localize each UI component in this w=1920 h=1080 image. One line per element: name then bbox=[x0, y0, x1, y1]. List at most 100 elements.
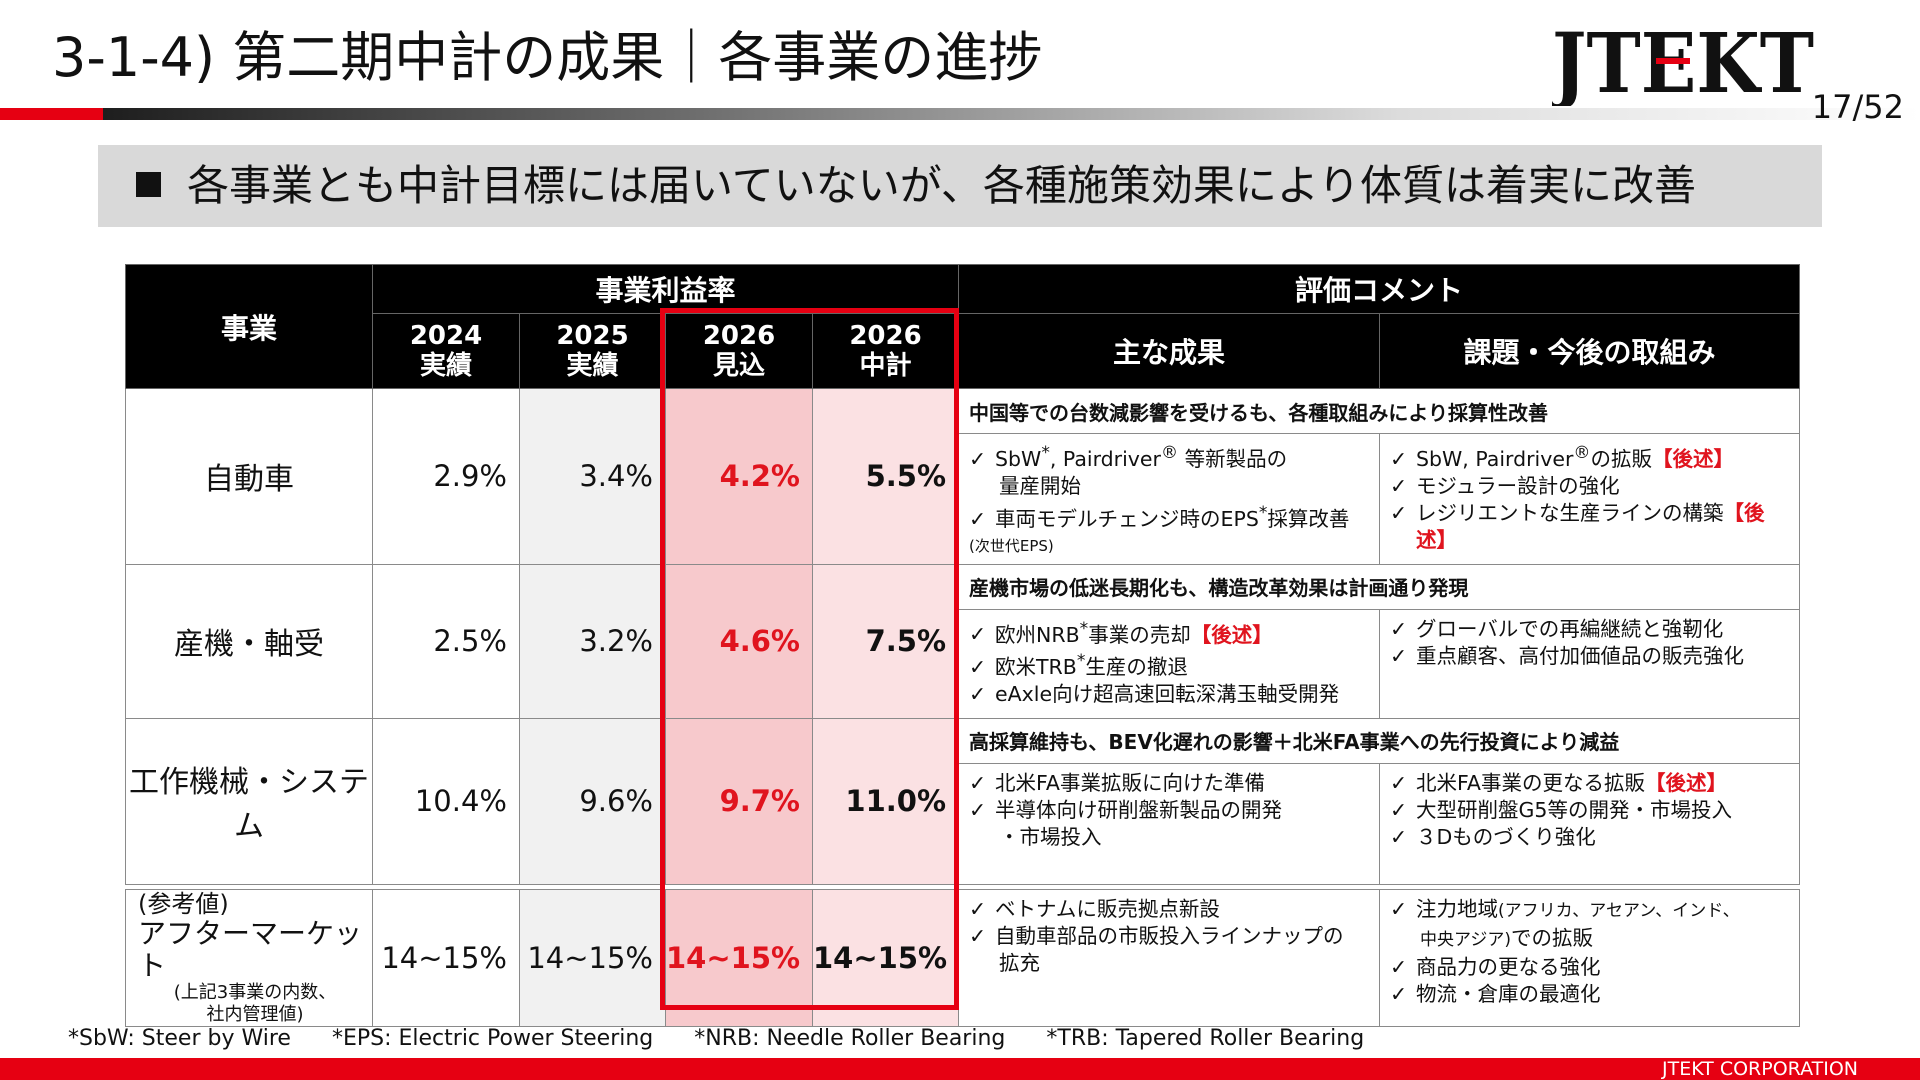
list-item: ✓ 大型研削盤G5等の開発・市場投入 bbox=[1390, 797, 1732, 822]
list-item: ✓ 北米FA事業拡販に向けた準備 bbox=[969, 770, 1265, 795]
list-item: ✓ SbW, Pairdriver®の拡販【後述】 bbox=[1390, 443, 1734, 471]
list-item: ✓ SbW*, Pairdriver® 等新製品の bbox=[969, 443, 1288, 471]
row-aftermarket-name: (参考値) アフターマーケット (上記3事業の内数、 社内管理値) bbox=[125, 889, 373, 1027]
check-icon: ✓ bbox=[1390, 643, 1408, 668]
list-item: ✓ モジュラー設計の強化 bbox=[1390, 473, 1620, 498]
list-item: ✓ 注力地域(アフリカ、アセアン、インド、 bbox=[1390, 897, 1740, 921]
value-cell-plan: 7.5% bbox=[811, 563, 960, 719]
header-achievements: 主な成果 bbox=[958, 313, 1381, 389]
jtekt-logo: JTEKT bbox=[1552, 20, 1814, 106]
value-cell: 9.6% bbox=[519, 717, 666, 885]
footnote-sbw: *SbW: Steer by Wire bbox=[68, 1026, 291, 1051]
list-item: ✓ 物流・倉庫の最適化 bbox=[1390, 982, 1601, 1006]
issues-cell: ✓ グローバルでの再編継続と強靭化 ✓ 重点顧客、高付加価値品の販売強化 bbox=[1379, 608, 1801, 719]
key-message-text: 各事業とも中計目標には届いていないが、各種施策効果により体質は着実に改善 bbox=[187, 161, 1697, 210]
check-icon: ✓ bbox=[969, 924, 987, 948]
header-year-2024: 2024 実績 bbox=[372, 313, 520, 389]
achievements-cell: ✓ 北米FA事業拡販に向けた準備 ✓ 半導体向け研削盤新製品の開発 ・市場投入 bbox=[958, 762, 1381, 885]
value-cell: 3.2% bbox=[519, 563, 666, 719]
list-item-continuation: 拡充 bbox=[999, 951, 1040, 975]
check-icon: ✓ bbox=[969, 446, 987, 471]
list-item: ✓ レジリエントな生産ラインの構築【後述】 bbox=[1390, 500, 1765, 552]
header-evaluation: 評価コメント bbox=[958, 264, 1801, 314]
check-icon: ✓ bbox=[1390, 446, 1408, 471]
value-cell: 2.5% bbox=[372, 563, 520, 719]
achievements-cell: ✓ ベトナムに販売拠点新設 ✓ 自動車部品の市販投入ラインナップの 拡充 bbox=[958, 889, 1380, 1027]
list-item: ✓ 商品力の更なる強化 bbox=[1390, 955, 1601, 979]
value-cell: 14~15% bbox=[372, 889, 520, 1027]
list-item: ✓ グローバルでの再編継続と強靭化 bbox=[1390, 616, 1724, 641]
business-progress-table: 事業 事業利益率 評価コメント 2024 実績 2025 実績 2026 見込 202… bbox=[125, 264, 1801, 885]
check-icon: ✓ bbox=[1390, 473, 1408, 498]
check-icon: ✓ bbox=[1390, 824, 1408, 849]
check-icon: ✓ bbox=[1390, 616, 1408, 641]
check-icon: ✓ bbox=[969, 797, 987, 822]
header-year-2025: 2025 実績 bbox=[519, 313, 666, 389]
value-cell-plan: 5.5% bbox=[811, 388, 960, 565]
footer-company: JTEKT CORPORATION bbox=[1661, 1058, 1858, 1080]
list-item: ✓ 重点顧客、高付加価値品の販売強化 bbox=[1390, 643, 1745, 668]
row-machine-tools-name: 工作機械・システム bbox=[125, 717, 373, 885]
header-year-2026-forecast: 2026 見込 bbox=[665, 313, 813, 389]
row-summary: 中国等での台数減影響を受けるも、各種取組みにより採算性改善 bbox=[958, 388, 1801, 434]
header-business: 事業 bbox=[125, 264, 373, 389]
header-year-2026-plan: 2026 中計 bbox=[811, 313, 960, 389]
fy2026-highlight-frame bbox=[660, 308, 959, 1010]
check-icon: ✓ bbox=[969, 770, 987, 795]
aftermarket-reference-table: (参考値) アフターマーケット (上記3事業の内数、 社内管理値) 14~15%… bbox=[125, 889, 1800, 1027]
issues-cell: ✓ 注力地域(アフリカ、アセアン、インド、 中央アジア)での拡販 ✓ 商品力の更なる… bbox=[1379, 889, 1800, 1027]
check-icon: ✓ bbox=[1390, 797, 1408, 822]
issues-cell: ✓ SbW, Pairdriver®の拡販【後述】 ✓ モジュラー設計の強化 ✓ レジ… bbox=[1379, 433, 1801, 565]
footnote-trb: *TRB: Tapered Roller Bearing bbox=[1046, 1026, 1365, 1051]
check-icon: ✓ bbox=[1390, 500, 1408, 525]
check-icon: ✓ bbox=[969, 622, 987, 647]
footer-bar: JTEKT CORPORATION bbox=[0, 1058, 1920, 1080]
value-cell: 10.4% bbox=[372, 717, 520, 885]
list-item: ✓ 欧州NRB*事業の売却【後述】 bbox=[969, 618, 1273, 647]
value-cell: 14~15% bbox=[519, 889, 666, 1027]
value-cell-plan: 11.0% bbox=[811, 717, 960, 885]
list-item-note: (次世代EPS) bbox=[969, 536, 1054, 555]
check-icon: ✓ bbox=[1390, 955, 1408, 979]
list-item: ✓ eAxle向け超高速回転深溝玉軸受開発 bbox=[969, 682, 1340, 707]
list-item: ✓ 北米FA事業の更なる拡販【後述】 bbox=[1390, 770, 1727, 795]
value-cell: 3.4% bbox=[519, 388, 666, 565]
list-item: ✓ 自動車部品の市販投入ラインナップの bbox=[969, 924, 1344, 948]
header-profit-margin: 事業利益率 bbox=[371, 264, 960, 314]
check-icon: ✓ bbox=[1390, 770, 1408, 795]
list-item: ✓ 車両モデルチェンジ時のEPS*採算改善 bbox=[969, 502, 1350, 531]
title-underline bbox=[0, 108, 1920, 120]
achievements-cell: ✓ 欧州NRB*事業の売却【後述】 ✓ 欧米TRB*生産の撤退 ✓ eAxle向け超高… bbox=[958, 608, 1381, 719]
check-icon: ✓ bbox=[969, 897, 987, 921]
achievements-cell: ✓ SbW*, Pairdriver® 等新製品の 量産開始 ✓ 車両モデルチェンジ… bbox=[958, 433, 1381, 565]
footnotes: *SbW: Steer by Wire *EPS: Electric Power… bbox=[68, 1026, 1398, 1051]
check-icon: ✓ bbox=[1390, 897, 1408, 921]
footnote-eps: *EPS: Electric Power Steering bbox=[331, 1026, 654, 1051]
check-icon: ✓ bbox=[969, 655, 987, 680]
list-item: ✓ 半導体向け研削盤新製品の開発 bbox=[969, 797, 1283, 822]
value-cell-plan: 14~15% bbox=[812, 889, 959, 1027]
check-icon: ✓ bbox=[969, 682, 987, 707]
list-item: ✓ ベトナムに販売拠点新設 bbox=[969, 897, 1220, 921]
check-icon: ✓ bbox=[1390, 982, 1408, 1006]
list-item-continuation: 中央アジア)での拡販 bbox=[1420, 926, 1593, 950]
value-cell-forecast: 4.6% bbox=[665, 563, 813, 719]
value-cell: 2.9% bbox=[372, 388, 520, 565]
list-item-continuation: ・市場投入 bbox=[999, 824, 1102, 849]
row-summary: 産機市場の低迷長期化も、構造改革効果は計画通り発現 bbox=[958, 563, 1801, 610]
page-number: 17/52 bbox=[1811, 88, 1904, 126]
key-message-banner: 各事業とも中計目標には届いていないが、各種施策効果により体質は着実に改善 bbox=[98, 145, 1822, 227]
header-issues: 課題・今後の取組み bbox=[1379, 313, 1801, 389]
square-bullet-icon bbox=[136, 172, 161, 197]
check-icon: ✓ bbox=[969, 506, 987, 531]
list-item: ✓ ３Dものづくり強化 bbox=[1390, 824, 1596, 849]
row-summary: 高採算維持も、BEV化遅れの影響＋北米FA事業への先行投資により減益 bbox=[958, 717, 1801, 764]
row-automotive-name: 自動車 bbox=[125, 388, 373, 565]
value-cell-forecast: 14~15% bbox=[665, 889, 813, 1027]
list-item-continuation: 量産開始 bbox=[999, 473, 1082, 498]
row-bearings-name: 産機・軸受 bbox=[125, 563, 373, 719]
list-item: ✓ 欧米TRB*生産の撤退 bbox=[969, 651, 1188, 680]
value-cell-forecast: 4.2% bbox=[665, 388, 813, 565]
footnote-nrb: *NRB: Needle Roller Bearing bbox=[694, 1026, 1006, 1051]
page-title: 3-1-4) 第二期中計の成果｜各事業の進捗 bbox=[52, 26, 1043, 89]
